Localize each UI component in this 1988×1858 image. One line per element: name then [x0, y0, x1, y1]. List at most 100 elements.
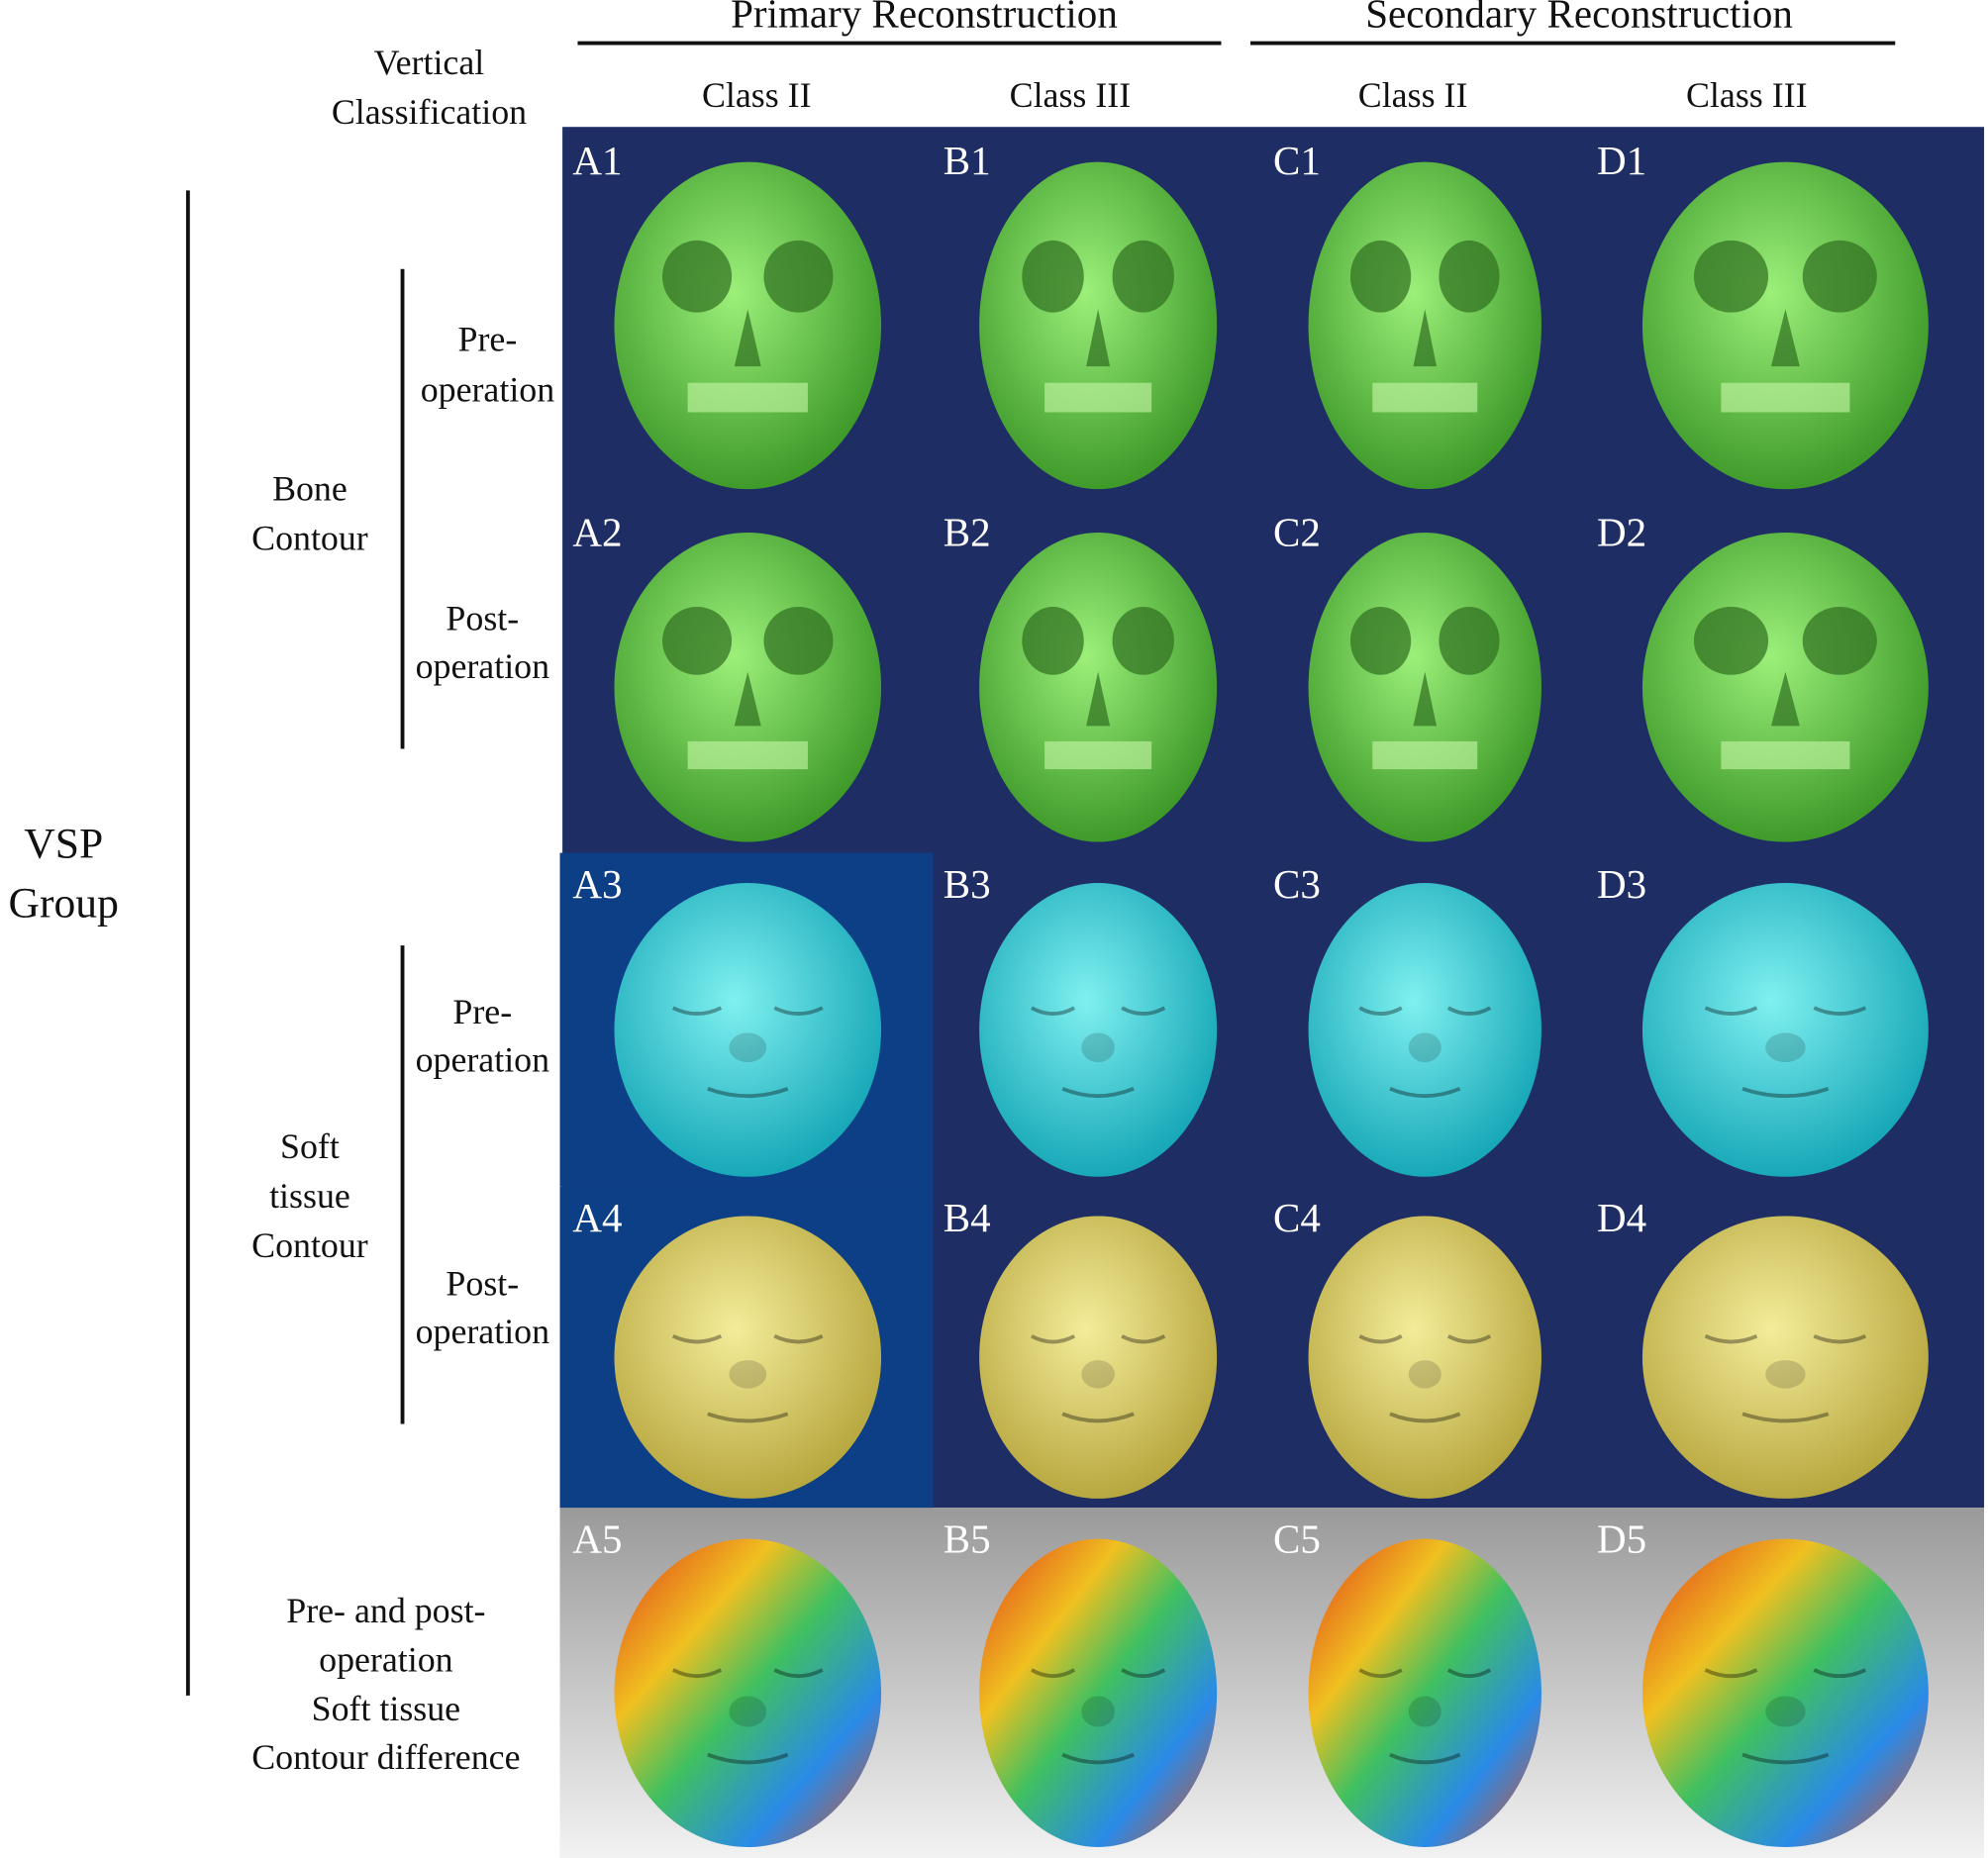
mouth — [707, 1086, 789, 1099]
mouth — [1061, 1086, 1135, 1099]
panel-label: C4 — [1273, 1195, 1321, 1240]
mouth — [1389, 1752, 1461, 1765]
orbit — [763, 607, 834, 675]
eye — [1704, 1334, 1758, 1344]
orbit — [1022, 240, 1084, 313]
panel-label: B3 — [944, 861, 991, 907]
nasal — [1770, 309, 1800, 367]
head — [1641, 1216, 1929, 1499]
panel-label: A4 — [572, 1195, 622, 1240]
eye — [1358, 1334, 1403, 1344]
mouth — [1061, 1412, 1135, 1423]
panel-label: B2 — [944, 510, 991, 555]
row-label: Contour difference — [251, 1737, 520, 1777]
panel-label: D2 — [1597, 510, 1646, 555]
panel-label: C1 — [1273, 138, 1321, 183]
eye — [1121, 1006, 1166, 1017]
panel-label: B1 — [944, 138, 991, 183]
eye — [1121, 1668, 1166, 1679]
eye — [671, 1006, 723, 1017]
nasal — [1086, 671, 1111, 727]
mouth — [707, 1412, 789, 1423]
row-label: Post- — [446, 598, 519, 637]
row-label: operation — [416, 646, 550, 686]
nose — [1408, 1696, 1441, 1727]
head — [614, 883, 882, 1177]
section-label: Bone — [272, 469, 348, 509]
mouth — [1061, 1752, 1135, 1765]
mouth — [1389, 1087, 1461, 1099]
orbit — [1112, 607, 1174, 675]
row-label: operation — [416, 1312, 550, 1351]
panel-label: D5 — [1597, 1516, 1646, 1561]
row-label: operation — [416, 1040, 550, 1080]
mouth — [707, 1752, 789, 1765]
nose — [1081, 1032, 1115, 1063]
eye — [1446, 1668, 1492, 1679]
head — [1641, 883, 1929, 1177]
orbit — [763, 240, 834, 313]
orbit — [1802, 240, 1877, 313]
head — [1641, 1538, 1929, 1848]
row-header: Classification — [332, 92, 527, 132]
mouth — [1741, 1412, 1830, 1423]
head — [979, 1216, 1218, 1499]
orbit — [662, 607, 733, 675]
eye — [1121, 1334, 1166, 1344]
teeth — [1721, 740, 1850, 770]
panel-label: C3 — [1273, 861, 1321, 907]
row-label: operation — [421, 370, 555, 410]
orbit — [662, 240, 733, 313]
orbit — [1693, 607, 1769, 675]
row-label: Soft tissue — [312, 1689, 461, 1728]
panel-label: A2 — [572, 510, 622, 555]
row-label: Post- — [446, 1263, 519, 1303]
nasal — [1770, 671, 1800, 727]
nose — [1408, 1032, 1441, 1063]
section-label: Soft — [280, 1126, 340, 1166]
nose — [1765, 1032, 1806, 1063]
head — [979, 883, 1218, 1177]
teeth — [1721, 382, 1850, 413]
mouth — [1741, 1752, 1830, 1765]
teeth — [1372, 740, 1478, 770]
panel-label: A3 — [572, 861, 622, 907]
teeth — [1044, 740, 1152, 770]
teeth — [687, 382, 808, 413]
eye — [1446, 1006, 1492, 1017]
column-header: Class II — [1358, 75, 1468, 115]
orbit — [1439, 607, 1500, 675]
orbit — [1802, 607, 1877, 675]
section-label: Contour — [251, 519, 368, 558]
column-header: Class III — [1010, 75, 1132, 115]
orbit — [1112, 240, 1174, 313]
group-label: Group — [9, 880, 119, 928]
teeth — [1044, 382, 1152, 413]
column-header: Class II — [702, 75, 812, 115]
row-label: Pre- — [458, 319, 518, 358]
eye — [1813, 1006, 1867, 1017]
section-label: tissue — [269, 1176, 350, 1216]
eye — [1030, 1668, 1076, 1679]
teeth — [1372, 382, 1478, 413]
eye — [1704, 1668, 1758, 1679]
eye — [773, 1006, 824, 1017]
nose — [1765, 1360, 1806, 1389]
orbit — [1439, 240, 1500, 313]
eye — [1813, 1334, 1867, 1344]
nose — [1765, 1696, 1806, 1727]
panel-label: D3 — [1597, 861, 1646, 907]
group-label: VSP — [24, 820, 103, 867]
section-label: Contour — [251, 1225, 368, 1265]
nose — [1081, 1360, 1115, 1389]
panel-label: C5 — [1273, 1516, 1321, 1561]
eye — [1358, 1006, 1403, 1017]
head — [1308, 1216, 1541, 1499]
nasal — [734, 671, 761, 727]
nose — [1081, 1696, 1115, 1727]
eye — [1813, 1668, 1867, 1679]
mouth — [1741, 1086, 1830, 1099]
mouth — [1389, 1412, 1461, 1423]
eye — [1358, 1668, 1403, 1679]
